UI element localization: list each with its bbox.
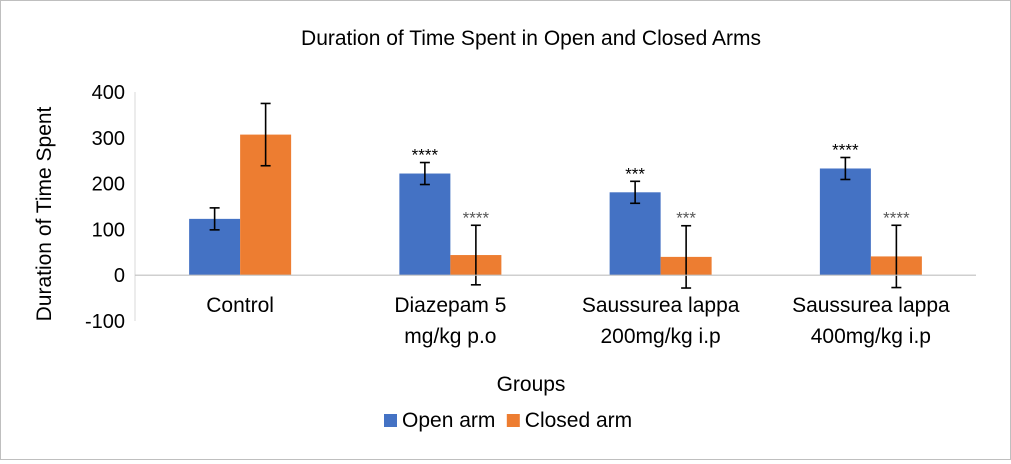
y-tick-label: 0 (114, 265, 125, 287)
bar (819, 168, 871, 276)
x-tick-label: Saussurea lappa 400mg/kg i.p (792, 294, 950, 348)
x-axis-label: Groups (497, 373, 566, 396)
x-tick-label-line: Saussurea lappa (582, 294, 740, 317)
bar (609, 192, 661, 276)
x-tick-label: Saussurea lappa 200mg/kg i.p (582, 294, 740, 348)
chart-title: Duration of Time Spent in Open and Close… (301, 27, 761, 50)
y-tick-label: -100 (85, 311, 125, 333)
x-tick-label: Diazepam 5 mg/kg p.o (394, 294, 506, 348)
significance-label: **** (412, 146, 439, 165)
y-axis-label: Duration of Time Spent (33, 106, 56, 321)
x-tick-label: Control (206, 294, 274, 317)
y-tick-label: 100 (92, 219, 125, 241)
y-axis: -100 0 100 200 300 400 (85, 82, 125, 333)
x-tick-label-line: 200mg/kg i.p (601, 325, 721, 348)
x-tick-label-line: mg/kg p.o (404, 325, 496, 348)
y-tick-label: 300 (92, 128, 125, 150)
legend-swatch (384, 414, 397, 427)
x-tick-label-line: Diazepam 5 (394, 294, 506, 317)
significance-label: **** (463, 208, 490, 227)
legend: Open arm Closed arm (384, 409, 632, 432)
bars: *************** *** **** (189, 102, 922, 289)
legend-label: Open arm (402, 409, 495, 432)
y-tick-label: 400 (92, 82, 125, 104)
x-tick-label-line: 400mg/kg i.p (811, 325, 931, 348)
y-tick-label: 200 (92, 174, 125, 196)
x-tick-label-line: Saussurea lappa (792, 294, 950, 317)
significance-label: *** (625, 164, 645, 183)
x-axis: Control Diazepam 5 mg/kg p.o Saussurea lapp… (206, 294, 950, 348)
legend-label: Closed arm (525, 409, 632, 432)
bar (399, 173, 451, 276)
significance-label: **** (883, 208, 910, 227)
legend-swatch (506, 414, 520, 427)
significance-label: *** (676, 209, 696, 228)
significance-label: **** (832, 140, 859, 159)
x-tick-label-line: Control (206, 294, 274, 317)
